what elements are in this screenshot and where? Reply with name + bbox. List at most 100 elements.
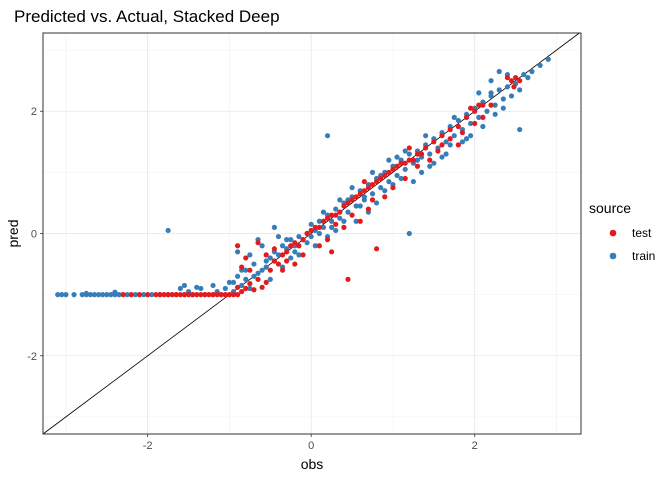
point-test xyxy=(472,120,478,127)
point-train xyxy=(149,292,155,298)
point-test xyxy=(402,175,408,182)
point-train xyxy=(492,102,498,108)
point-test xyxy=(357,218,363,224)
point-test xyxy=(181,292,188,298)
point-train xyxy=(91,292,98,298)
point-test xyxy=(284,258,290,264)
point-test xyxy=(145,292,151,298)
y-tick-label: 0 xyxy=(31,229,37,241)
point-train xyxy=(545,56,551,62)
legend: source test train xyxy=(589,200,655,263)
point-train xyxy=(345,209,351,215)
y-tick-label: -2 xyxy=(27,351,37,363)
point-test xyxy=(414,151,421,157)
point-test xyxy=(324,237,331,243)
point-test xyxy=(345,276,351,282)
point-train xyxy=(496,87,502,93)
point-test xyxy=(169,292,175,298)
legend-swatch-test xyxy=(609,229,617,237)
point-test xyxy=(472,108,478,114)
point-test xyxy=(173,292,179,298)
point-train xyxy=(361,194,367,200)
point-test xyxy=(263,279,269,286)
point-test xyxy=(427,157,433,163)
point-test xyxy=(406,157,412,163)
point-test xyxy=(177,292,183,298)
point-train xyxy=(226,279,233,286)
legend-swatch-train xyxy=(609,252,617,260)
point-test xyxy=(435,148,441,154)
point-train xyxy=(517,126,523,133)
point-train xyxy=(108,292,114,298)
point-train xyxy=(353,218,359,224)
point-train xyxy=(320,209,327,215)
point-train xyxy=(181,282,188,289)
point-test xyxy=(345,200,351,206)
point-train xyxy=(443,151,449,157)
point-train xyxy=(259,267,265,273)
point-test xyxy=(480,102,486,108)
point-test xyxy=(341,203,347,209)
point-test xyxy=(390,185,396,191)
point-train xyxy=(296,252,302,258)
point-test xyxy=(365,185,372,191)
point-train xyxy=(55,292,61,298)
x-tick-label: 2 xyxy=(472,440,478,452)
point-test xyxy=(329,249,335,255)
point-train xyxy=(267,255,273,261)
point-test xyxy=(226,292,233,298)
point-train xyxy=(243,267,249,273)
point-test xyxy=(234,292,241,298)
point-test xyxy=(230,292,237,298)
point-train xyxy=(484,108,490,114)
point-train xyxy=(431,160,437,166)
point-train xyxy=(243,276,249,282)
point-train xyxy=(476,90,482,96)
point-train xyxy=(329,218,335,224)
point-test xyxy=(512,75,519,81)
point-train xyxy=(500,96,506,102)
point-test xyxy=(378,175,384,182)
point-test xyxy=(279,252,286,258)
point-test xyxy=(239,288,245,295)
point-train xyxy=(247,285,253,292)
point-train xyxy=(263,264,269,270)
point-test xyxy=(369,197,376,203)
point-train xyxy=(349,185,355,191)
point-train xyxy=(496,68,502,75)
point-train xyxy=(275,233,282,240)
point-test xyxy=(324,215,331,221)
point-test xyxy=(504,75,511,81)
point-test xyxy=(365,206,372,212)
point-train xyxy=(333,227,339,234)
point-test xyxy=(480,114,486,120)
point-train xyxy=(480,123,486,130)
point-train xyxy=(394,154,400,160)
point-train xyxy=(476,114,482,120)
point-test xyxy=(190,292,196,298)
point-test xyxy=(353,194,359,200)
chart-title: Predicted vs. Actual, Stacked Deep xyxy=(14,7,280,26)
point-train xyxy=(284,237,290,243)
point-train xyxy=(423,133,429,139)
legend-label-train: train xyxy=(632,249,655,263)
point-train xyxy=(304,240,310,246)
point-train xyxy=(279,243,286,249)
point-train xyxy=(198,285,204,292)
point-train xyxy=(79,292,85,298)
point-train xyxy=(468,133,474,139)
point-train xyxy=(263,258,269,264)
point-train xyxy=(104,292,110,298)
point-test xyxy=(373,246,380,252)
point-test xyxy=(161,292,167,298)
point-train xyxy=(337,197,343,203)
point-test xyxy=(320,218,327,224)
point-test xyxy=(349,197,355,203)
point-train xyxy=(398,175,404,182)
point-train xyxy=(521,71,527,78)
point-test xyxy=(369,181,376,188)
point-train xyxy=(288,237,294,243)
point-test xyxy=(386,169,392,175)
point-test xyxy=(398,160,404,166)
